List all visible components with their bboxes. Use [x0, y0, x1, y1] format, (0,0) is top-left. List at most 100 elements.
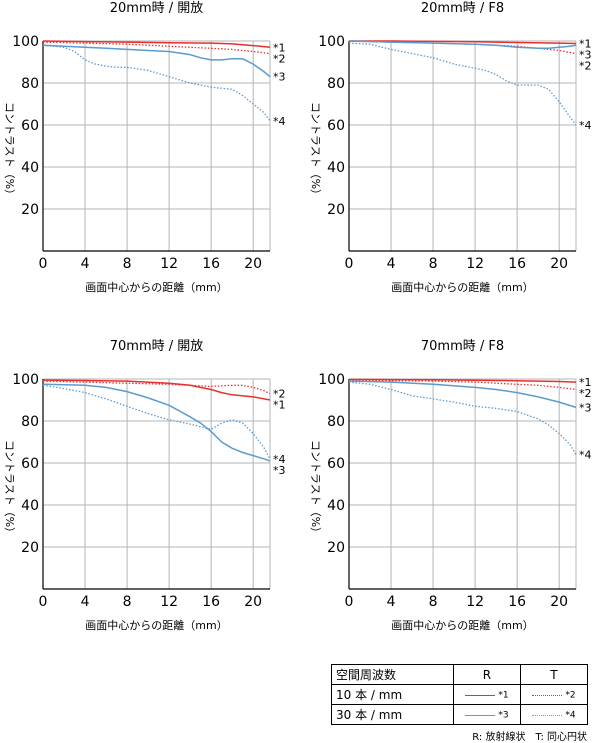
- series-end-label: *4: [579, 449, 592, 462]
- chart-title: 20mm時 / 開放: [110, 1, 204, 16]
- x-tick-label: 0: [39, 594, 48, 610]
- y-axis-label: コントラスト（%）: [309, 102, 322, 200]
- y-tick-label: 20: [21, 540, 39, 556]
- y-tick-label: 100: [12, 34, 39, 50]
- y-tick-label: 80: [21, 76, 39, 92]
- legend-swatch-solid-red: [465, 694, 496, 696]
- legend-header-row: 空間周波数 R T: [331, 664, 589, 685]
- legend-swatch-dotted-red: [532, 694, 563, 696]
- chart-4: 70mm時 / F8 0 4 8 12 16 20 20 40 60 80 100 画面中心からの距離（…: [309, 339, 592, 632]
- legend-row-30: 30 本 / mm *3 *4: [331, 704, 589, 725]
- y-tick-label: 100: [318, 372, 345, 388]
- x-tick-label: 8: [123, 594, 132, 610]
- y-tick-label: 80: [327, 76, 345, 92]
- legend-cell-r: *1: [452, 684, 521, 705]
- series-end-label: *1: [579, 38, 592, 51]
- series-line-ref-3: [42, 44, 271, 78]
- series-end-label: *3: [273, 71, 286, 84]
- y-axis-label: コントラスト（%）: [3, 440, 16, 538]
- series-line-ref-4: [348, 42, 577, 126]
- x-tick-label: 12: [466, 256, 484, 272]
- series-end-label: *3: [579, 49, 592, 62]
- y-tick-label: 60: [21, 118, 39, 134]
- series-end-label: *1: [273, 399, 286, 412]
- y-tick-label: 60: [21, 456, 39, 472]
- x-tick-label: 12: [160, 594, 178, 610]
- y-tick-label: 80: [327, 414, 345, 430]
- legend-header-label: 空間周波数: [331, 664, 454, 685]
- x-axis-label: 画面中心からの距離（mm）: [85, 618, 227, 632]
- series-line-ref-4: [42, 384, 271, 460]
- series-line-ref-3: [348, 40, 577, 50]
- series-line-ref-3: [42, 383, 271, 462]
- y-tick-label: 100: [12, 372, 39, 388]
- x-tick-label: 12: [160, 256, 178, 272]
- series-end-label: *1: [579, 376, 592, 389]
- y-axis-label: コントラスト（%）: [309, 440, 322, 538]
- x-tick-label: 4: [387, 594, 396, 610]
- y-tick-label: 40: [21, 160, 39, 176]
- legend-ref: *1: [498, 690, 509, 700]
- chart-title: 70mm時 / 開放: [110, 339, 204, 354]
- legend-ref: *2: [565, 690, 576, 700]
- x-tick-label: 0: [39, 256, 48, 272]
- footnote: R: 放射線状 T: 同心円状: [472, 732, 587, 743]
- x-axis-label: 画面中心からの距離（mm）: [391, 280, 533, 294]
- legend-swatch-dotted-blue: [532, 714, 563, 716]
- series-end-label: *2: [579, 387, 592, 400]
- legend-cell-t: *4: [519, 704, 589, 725]
- legend-col-r: R: [452, 664, 521, 685]
- chart-1: 20mm時 / 開放 0 4 8 12 16 20 20 40 60 80 100 画面中心からの距離（…: [3, 1, 286, 294]
- legend-cell-r: *3: [452, 704, 521, 725]
- series-end-label: *4: [579, 119, 592, 132]
- y-tick-label: 60: [327, 456, 345, 472]
- series-end-label: *3: [273, 464, 286, 477]
- series-end-label: *4: [273, 453, 286, 466]
- legend-cell-t: *2: [519, 684, 589, 705]
- x-tick-label: 20: [550, 594, 568, 610]
- y-tick-label: 100: [318, 34, 345, 50]
- x-tick-label: 16: [202, 594, 220, 610]
- series-line-ref-1: [348, 378, 577, 383]
- series-end-label: *2: [273, 52, 286, 65]
- x-tick-label: 20: [244, 594, 262, 610]
- series-line-ref-4: [348, 381, 577, 455]
- x-axis-label: 画面中心からの距離（mm）: [85, 280, 227, 294]
- chart-title: 20mm時 / F8: [421, 1, 504, 16]
- x-tick-label: 16: [202, 256, 220, 272]
- x-tick-label: 20: [550, 256, 568, 272]
- y-tick-label: 80: [21, 414, 39, 430]
- series-line-ref-3: [348, 380, 577, 409]
- x-tick-label: 4: [81, 594, 90, 610]
- y-tick-label: 40: [327, 160, 345, 176]
- legend-row-10: 10 本 / mm *1 *2: [331, 684, 589, 705]
- legend-ref: *4: [565, 710, 576, 720]
- x-tick-label: 20: [244, 256, 262, 272]
- y-tick-label: 40: [327, 498, 345, 514]
- legend-ref: *3: [498, 710, 509, 720]
- series-end-label: *1: [273, 41, 286, 54]
- series-line-ref-2: [42, 380, 271, 395]
- y-tick-label: 20: [327, 202, 345, 218]
- series-line-ref-1: [42, 379, 271, 401]
- x-tick-label: 0: [345, 256, 354, 272]
- x-tick-label: 8: [123, 256, 132, 272]
- series-end-label: *2: [579, 60, 592, 73]
- chart-2: 20mm時 / F8 0 4 8 12 16 20 20 40 60 80 100 画面中心からの距離（…: [309, 1, 592, 294]
- series-line-ref-4: [42, 44, 271, 122]
- x-tick-label: 4: [81, 256, 90, 272]
- y-axis-label: コントラスト（%）: [3, 102, 16, 200]
- x-tick-label: 12: [466, 594, 484, 610]
- series-end-label: *4: [273, 115, 286, 128]
- y-tick-label: 40: [21, 498, 39, 514]
- x-tick-label: 16: [508, 256, 526, 272]
- y-tick-label: 20: [327, 540, 345, 556]
- y-tick-label: 20: [21, 202, 39, 218]
- series-end-label: *3: [579, 401, 592, 414]
- legend-swatch-solid-blue: [465, 714, 496, 716]
- x-tick-label: 8: [429, 256, 438, 272]
- legend-row-label: 10 本 / mm: [331, 684, 454, 705]
- x-tick-label: 4: [387, 256, 396, 272]
- legend-col-t: T: [519, 664, 589, 685]
